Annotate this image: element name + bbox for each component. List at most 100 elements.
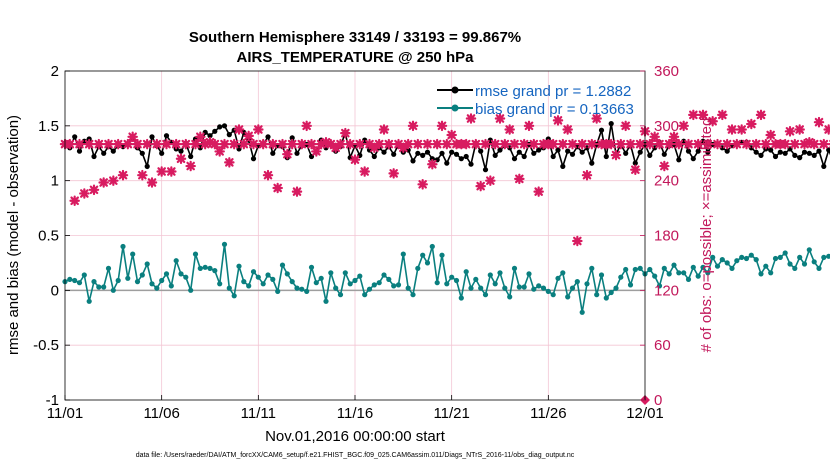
obs-marker [746,118,757,130]
obs-marker [436,120,448,132]
rmse-point [265,134,271,140]
obs-marker [378,124,390,135]
obs-marker [644,138,656,150]
bias-point [647,266,653,273]
obs-marker [335,138,346,150]
bias-point [801,261,808,267]
rmse-point [76,148,83,154]
obs-marker [620,120,631,132]
y2-tick-label: 300 [654,118,679,135]
obs-marker [533,186,544,197]
y-tick-label: 0.5 [38,228,59,245]
rmse-point [72,134,78,140]
obs-marker [446,129,457,141]
bias-point [787,261,793,267]
bias-point [584,281,590,287]
rmse-point [139,150,145,156]
y-tick-label: 1.5 [38,118,59,135]
bias-point [444,281,450,287]
rmse-point [603,153,609,160]
bias-point [81,272,87,278]
obs-marker [586,138,598,150]
rmse-point [212,128,218,134]
x-tick-label: 11/26 [530,405,566,422]
bias-point [168,283,174,289]
bias-point [492,281,498,287]
rmse-point [492,152,498,158]
obs-marker [199,138,211,150]
bias-point [560,270,566,276]
obs-marker [765,129,776,141]
obs-marker [697,109,709,121]
obs-marker [185,160,196,172]
obs-marker [141,138,153,150]
bias-point [159,277,165,284]
legend-bias-label: bias grand pr = 0.13663 [475,101,634,118]
x-tick-label: 11/01 [47,405,83,422]
rmse-point [217,124,223,130]
legend-rmse-marker [451,86,459,94]
y2-tick-label: 360 [654,63,679,80]
bias-point [207,265,213,271]
obs-marker [755,109,767,121]
obs-marker [224,157,235,168]
bias-point [468,285,474,291]
rmse-point [429,156,435,162]
bias-point [473,276,479,282]
rmse-point [637,149,643,155]
obs-marker [591,113,602,124]
rmse-point [826,147,830,153]
obs-marker [161,138,172,150]
bias-point [188,287,194,293]
bias-point [743,255,750,262]
obs-marker [175,153,187,164]
bias-point [734,258,740,264]
obs-marker [465,113,477,124]
rmse-point [410,158,416,164]
obs-marker [813,116,825,128]
obs-marker [605,138,617,150]
obs-marker [282,148,293,160]
bias-point [289,279,295,285]
obs-marker [383,138,395,150]
obs-marker [388,168,399,179]
obs-marker [808,138,820,150]
obs-marker [296,138,308,150]
rmse-point [294,150,300,156]
rmse-point [797,155,803,161]
rmse-point [511,156,518,162]
bias-point [120,243,126,250]
bias-point [139,272,145,278]
bias-point [376,280,382,286]
bias-point [772,255,779,262]
rmse-point [149,134,155,140]
obs-marker [668,131,680,143]
obs-marker [170,138,182,150]
bias-point [497,270,503,276]
rmse-point [560,163,566,169]
rmse-point [221,123,228,129]
obs-marker [209,138,221,150]
bias-point [521,284,527,290]
x-axis-label: Nov.01,2016 00:00:00 start [265,428,446,445]
bias-point [178,271,184,277]
obs-marker [547,138,559,150]
obs-marker [804,137,815,148]
obs-marker [69,195,80,207]
obs-marker [88,184,100,196]
bias-point [434,280,440,286]
bias-point [608,289,614,296]
bias-point [318,275,324,281]
bias-point [458,295,464,301]
rmse-point [565,148,571,154]
bias-point [328,270,334,276]
bias-point [487,272,493,278]
rmse-point [101,150,107,156]
obs-marker [112,138,124,150]
bias-point [652,273,658,279]
x-tick-label: 11/16 [337,405,373,422]
bias-point [400,251,406,257]
obs-marker [272,182,283,194]
rmse-point [623,150,629,156]
